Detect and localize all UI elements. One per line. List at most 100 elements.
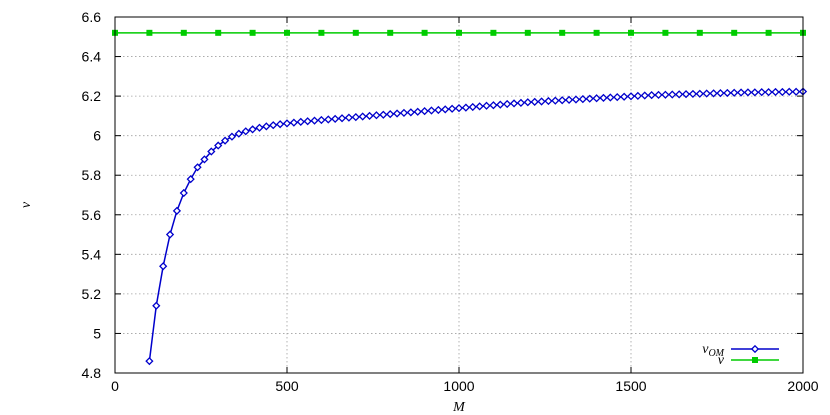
data-point xyxy=(351,112,360,122)
data-point xyxy=(379,110,388,119)
data-point xyxy=(234,129,243,138)
data-point xyxy=(276,120,285,129)
legend-marker-series-0 xyxy=(750,344,760,354)
legend-label-main: v xyxy=(702,342,709,357)
data-point xyxy=(778,87,787,97)
data-point xyxy=(551,96,560,105)
data-point xyxy=(282,119,292,128)
data-point xyxy=(564,95,574,104)
data-point xyxy=(702,89,711,98)
axis-ticks: 0 500 1000 1500 2000 4.8 5 5.2 5.4 5.6 5.8 6 6.2 6.4 6… xyxy=(82,9,819,394)
data-point xyxy=(324,115,333,124)
data-point xyxy=(490,29,497,36)
data-point xyxy=(434,105,443,115)
legend-label-main: v xyxy=(718,353,725,368)
data-point xyxy=(792,87,801,96)
grid-lines xyxy=(115,17,803,373)
x-tick-label: 1500 xyxy=(615,378,646,394)
data-point xyxy=(318,29,325,36)
data-point xyxy=(296,117,305,126)
data-point xyxy=(696,29,703,36)
data-point xyxy=(530,97,539,106)
data-point xyxy=(537,97,546,106)
data-point xyxy=(220,136,230,145)
data-point xyxy=(675,90,684,99)
y-tick-label: 4.8 xyxy=(82,365,102,381)
data-point xyxy=(358,112,367,121)
data-point xyxy=(248,125,257,134)
data-point xyxy=(337,114,347,123)
legend-swatches xyxy=(731,344,779,363)
data-point xyxy=(668,90,677,99)
y-tick-label: 5.2 xyxy=(82,286,102,302)
data-point xyxy=(764,88,773,97)
data-point xyxy=(454,104,464,113)
legend-label-series-0: vOM xyxy=(702,342,724,359)
data-point xyxy=(633,91,642,101)
data-point xyxy=(628,29,634,36)
data-point xyxy=(207,147,216,156)
y-tick-label: 5.6 xyxy=(82,207,102,223)
y-axis-label: v xyxy=(19,201,34,208)
plot-frame xyxy=(114,16,804,374)
data-point xyxy=(172,206,182,215)
data-point xyxy=(523,98,532,107)
data-point xyxy=(661,90,670,99)
data-point xyxy=(159,262,168,271)
x-axis-label: M xyxy=(452,400,466,415)
data-point xyxy=(420,107,429,116)
data-point xyxy=(180,29,187,36)
data-point xyxy=(620,92,629,101)
data-point xyxy=(365,111,374,121)
data-point xyxy=(489,101,498,110)
data-point xyxy=(461,103,470,112)
y-tick-label: 6.6 xyxy=(82,9,102,25)
data-point xyxy=(456,29,462,36)
data-point xyxy=(186,175,195,184)
data-point xyxy=(731,29,738,36)
data-point xyxy=(771,87,780,97)
data-point xyxy=(524,29,531,36)
data-point xyxy=(179,188,188,198)
data-point xyxy=(249,29,256,36)
y-tick-label: 6.2 xyxy=(82,88,102,104)
data-point xyxy=(152,301,161,310)
data-point xyxy=(387,29,394,36)
data-point xyxy=(613,92,622,102)
data-point xyxy=(592,94,601,103)
x-tick-label: 1000 xyxy=(443,378,474,394)
data-point xyxy=(262,122,271,131)
data-point xyxy=(606,93,615,102)
data-point xyxy=(544,96,553,106)
data-point xyxy=(421,29,428,36)
data-point xyxy=(757,88,766,97)
data-point xyxy=(352,29,359,36)
data-point xyxy=(441,105,450,114)
data-point xyxy=(730,88,739,97)
data-point xyxy=(559,29,566,36)
data-point xyxy=(599,93,608,103)
legend-label-series-1: v xyxy=(718,353,725,368)
data-point xyxy=(468,102,477,112)
data-point xyxy=(399,108,409,118)
data-point xyxy=(146,29,153,36)
data-point xyxy=(413,107,422,116)
data-point xyxy=(509,99,519,108)
data-point xyxy=(503,99,512,109)
data-point xyxy=(392,109,402,118)
data-point xyxy=(215,29,222,36)
data-point xyxy=(571,95,581,104)
data-point xyxy=(269,121,278,130)
data-point xyxy=(284,29,290,36)
data-point xyxy=(241,127,250,136)
data-point xyxy=(289,118,298,127)
data-point xyxy=(200,155,209,164)
data-point xyxy=(736,88,746,97)
data-point xyxy=(165,230,175,239)
data-point xyxy=(145,357,154,366)
data-point xyxy=(785,87,794,96)
data-point xyxy=(558,96,567,105)
data-point xyxy=(372,111,381,120)
data-point xyxy=(585,94,594,103)
